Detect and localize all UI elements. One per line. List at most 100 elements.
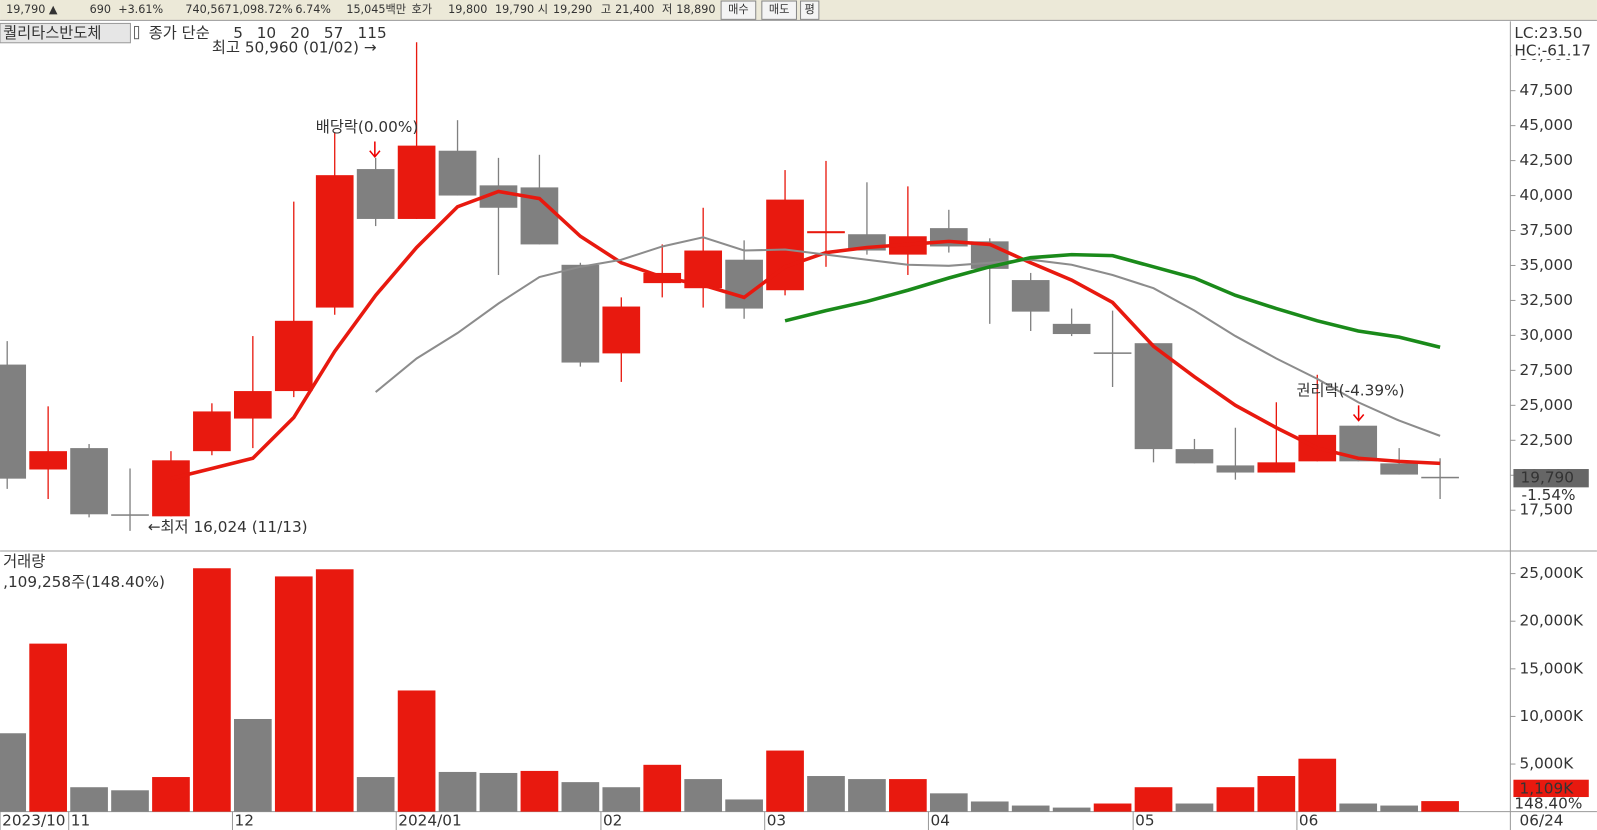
top-bar-text: 저	[662, 3, 672, 16]
volume-bar	[1216, 787, 1255, 812]
volume-bar	[1339, 803, 1378, 812]
top-bar-text: 15,045백만	[346, 3, 406, 16]
lc-label: LC:23.50	[1514, 24, 1582, 42]
last-change: -1.54%	[1522, 486, 1576, 504]
last-volume-ratio: 148.40%	[1514, 795, 1582, 813]
ma-line	[375, 236, 1441, 437]
annotation: 권리락(-4.39%)	[1297, 382, 1405, 400]
y-tick-label: 15,000K	[1520, 659, 1584, 677]
volume-bar	[1298, 758, 1337, 812]
candle-body	[1216, 465, 1255, 473]
button-label[interactable]: 평	[805, 3, 815, 16]
last-price-box	[1513, 469, 1589, 488]
y-tick-label: 35,000	[1520, 256, 1573, 274]
candle-body	[397, 145, 436, 219]
volume-bar	[929, 793, 968, 812]
volume-bar	[520, 770, 559, 812]
legend-entry[interactable]: 10	[257, 24, 276, 42]
top-bar-text: 19,790	[495, 3, 534, 16]
volume-bar	[1421, 801, 1459, 812]
label-bg	[1511, 41, 1597, 60]
volume-bar	[438, 771, 477, 812]
button[interactable]	[720, 0, 757, 20]
volume-bar	[889, 779, 927, 812]
candle-body	[1257, 462, 1296, 473]
volume-bar	[602, 787, 641, 812]
y-tick-label: 45,000	[1520, 116, 1573, 134]
volume-bar	[1175, 803, 1214, 812]
top-bar-text: +3.61%	[118, 3, 163, 16]
volume-bar	[356, 777, 395, 812]
candle-body	[70, 448, 108, 515]
x-tick-label: 11	[71, 811, 90, 829]
y-tick-label: 22,500	[1520, 431, 1573, 449]
candle-body	[602, 306, 641, 354]
top-bar-text: 19,290	[553, 3, 592, 16]
y-tick-label: 5,000K	[1520, 755, 1575, 773]
legend-entry[interactable]: 20	[290, 24, 309, 42]
top-bar-text: 고	[601, 3, 611, 16]
volume-bar	[233, 718, 272, 812]
candle-body	[561, 264, 600, 363]
volume-bar	[274, 576, 313, 812]
volume-bar	[0, 733, 27, 812]
candle-body	[152, 460, 190, 517]
volume-bar	[397, 690, 436, 812]
top-bar-text: 6.74%	[295, 3, 331, 16]
candle-body	[356, 169, 395, 219]
candle-body	[233, 391, 272, 419]
hc-label: HC:-61.17	[1514, 41, 1591, 59]
volume-bar	[1257, 776, 1296, 812]
top-bar-text: 호가	[412, 3, 433, 16]
candle-body	[315, 175, 354, 308]
x-tick-label: 05	[1135, 811, 1154, 829]
y-tick-label: 47,500	[1520, 81, 1573, 99]
button[interactable]	[761, 0, 797, 20]
legend-entry[interactable]: 5	[233, 24, 243, 42]
y-tick-label: 17,500	[1520, 501, 1573, 519]
annotation: ←최저 16,024 (11/13)	[148, 518, 308, 536]
current-date: 06/24	[1520, 811, 1564, 829]
ma-line	[170, 189, 1441, 481]
volume-bar	[1011, 805, 1050, 812]
volume-bar	[70, 787, 108, 812]
candle-body	[1175, 449, 1214, 464]
top-bar-text: 21,400	[615, 3, 654, 16]
top-bar	[0, 0, 1597, 21]
top-bar-items: 19,790 ▲ 690 +3.61% 740,567 1,098.72% 6.74% 15…	[6, 0, 820, 20]
last-volume: 1,109K	[1520, 779, 1575, 797]
volume-bar	[1380, 805, 1418, 812]
button-label[interactable]: 매수	[728, 3, 749, 16]
annotation: 최고 50,960 (01/02) →	[212, 38, 377, 56]
legend-entry[interactable]: 57	[324, 24, 343, 42]
candle-body	[0, 364, 27, 479]
legend-icon	[133, 25, 140, 40]
volume-bar	[29, 643, 67, 812]
volume-bar	[315, 569, 354, 812]
x-tick-label: 02	[603, 811, 622, 829]
candle-body	[274, 320, 313, 392]
candle-body	[725, 259, 763, 309]
y-tick-label: 32,500	[1520, 291, 1573, 309]
top-bar-text: 690	[90, 3, 111, 16]
candle-body	[479, 185, 518, 208]
candle-body	[1421, 476, 1459, 479]
last-volume-box	[1513, 779, 1589, 798]
annotation-arrow	[369, 141, 381, 159]
y-tick-label: 42,500	[1520, 151, 1573, 169]
candle-body	[1093, 352, 1132, 354]
top-bar-text: 19,790 ▲	[6, 3, 58, 16]
volume-bar	[1134, 787, 1173, 812]
top-bar-text: 시	[538, 3, 548, 16]
legend-entry[interactable]: 115	[358, 24, 387, 42]
candle-body	[111, 514, 149, 516]
button[interactable]	[800, 0, 820, 20]
volume-bar	[725, 799, 763, 812]
button-label[interactable]: 매도	[769, 3, 790, 16]
x-tick-label: 12	[235, 811, 254, 829]
candle-body	[438, 150, 477, 196]
candle-body	[29, 451, 67, 470]
volume-bar	[643, 764, 682, 812]
